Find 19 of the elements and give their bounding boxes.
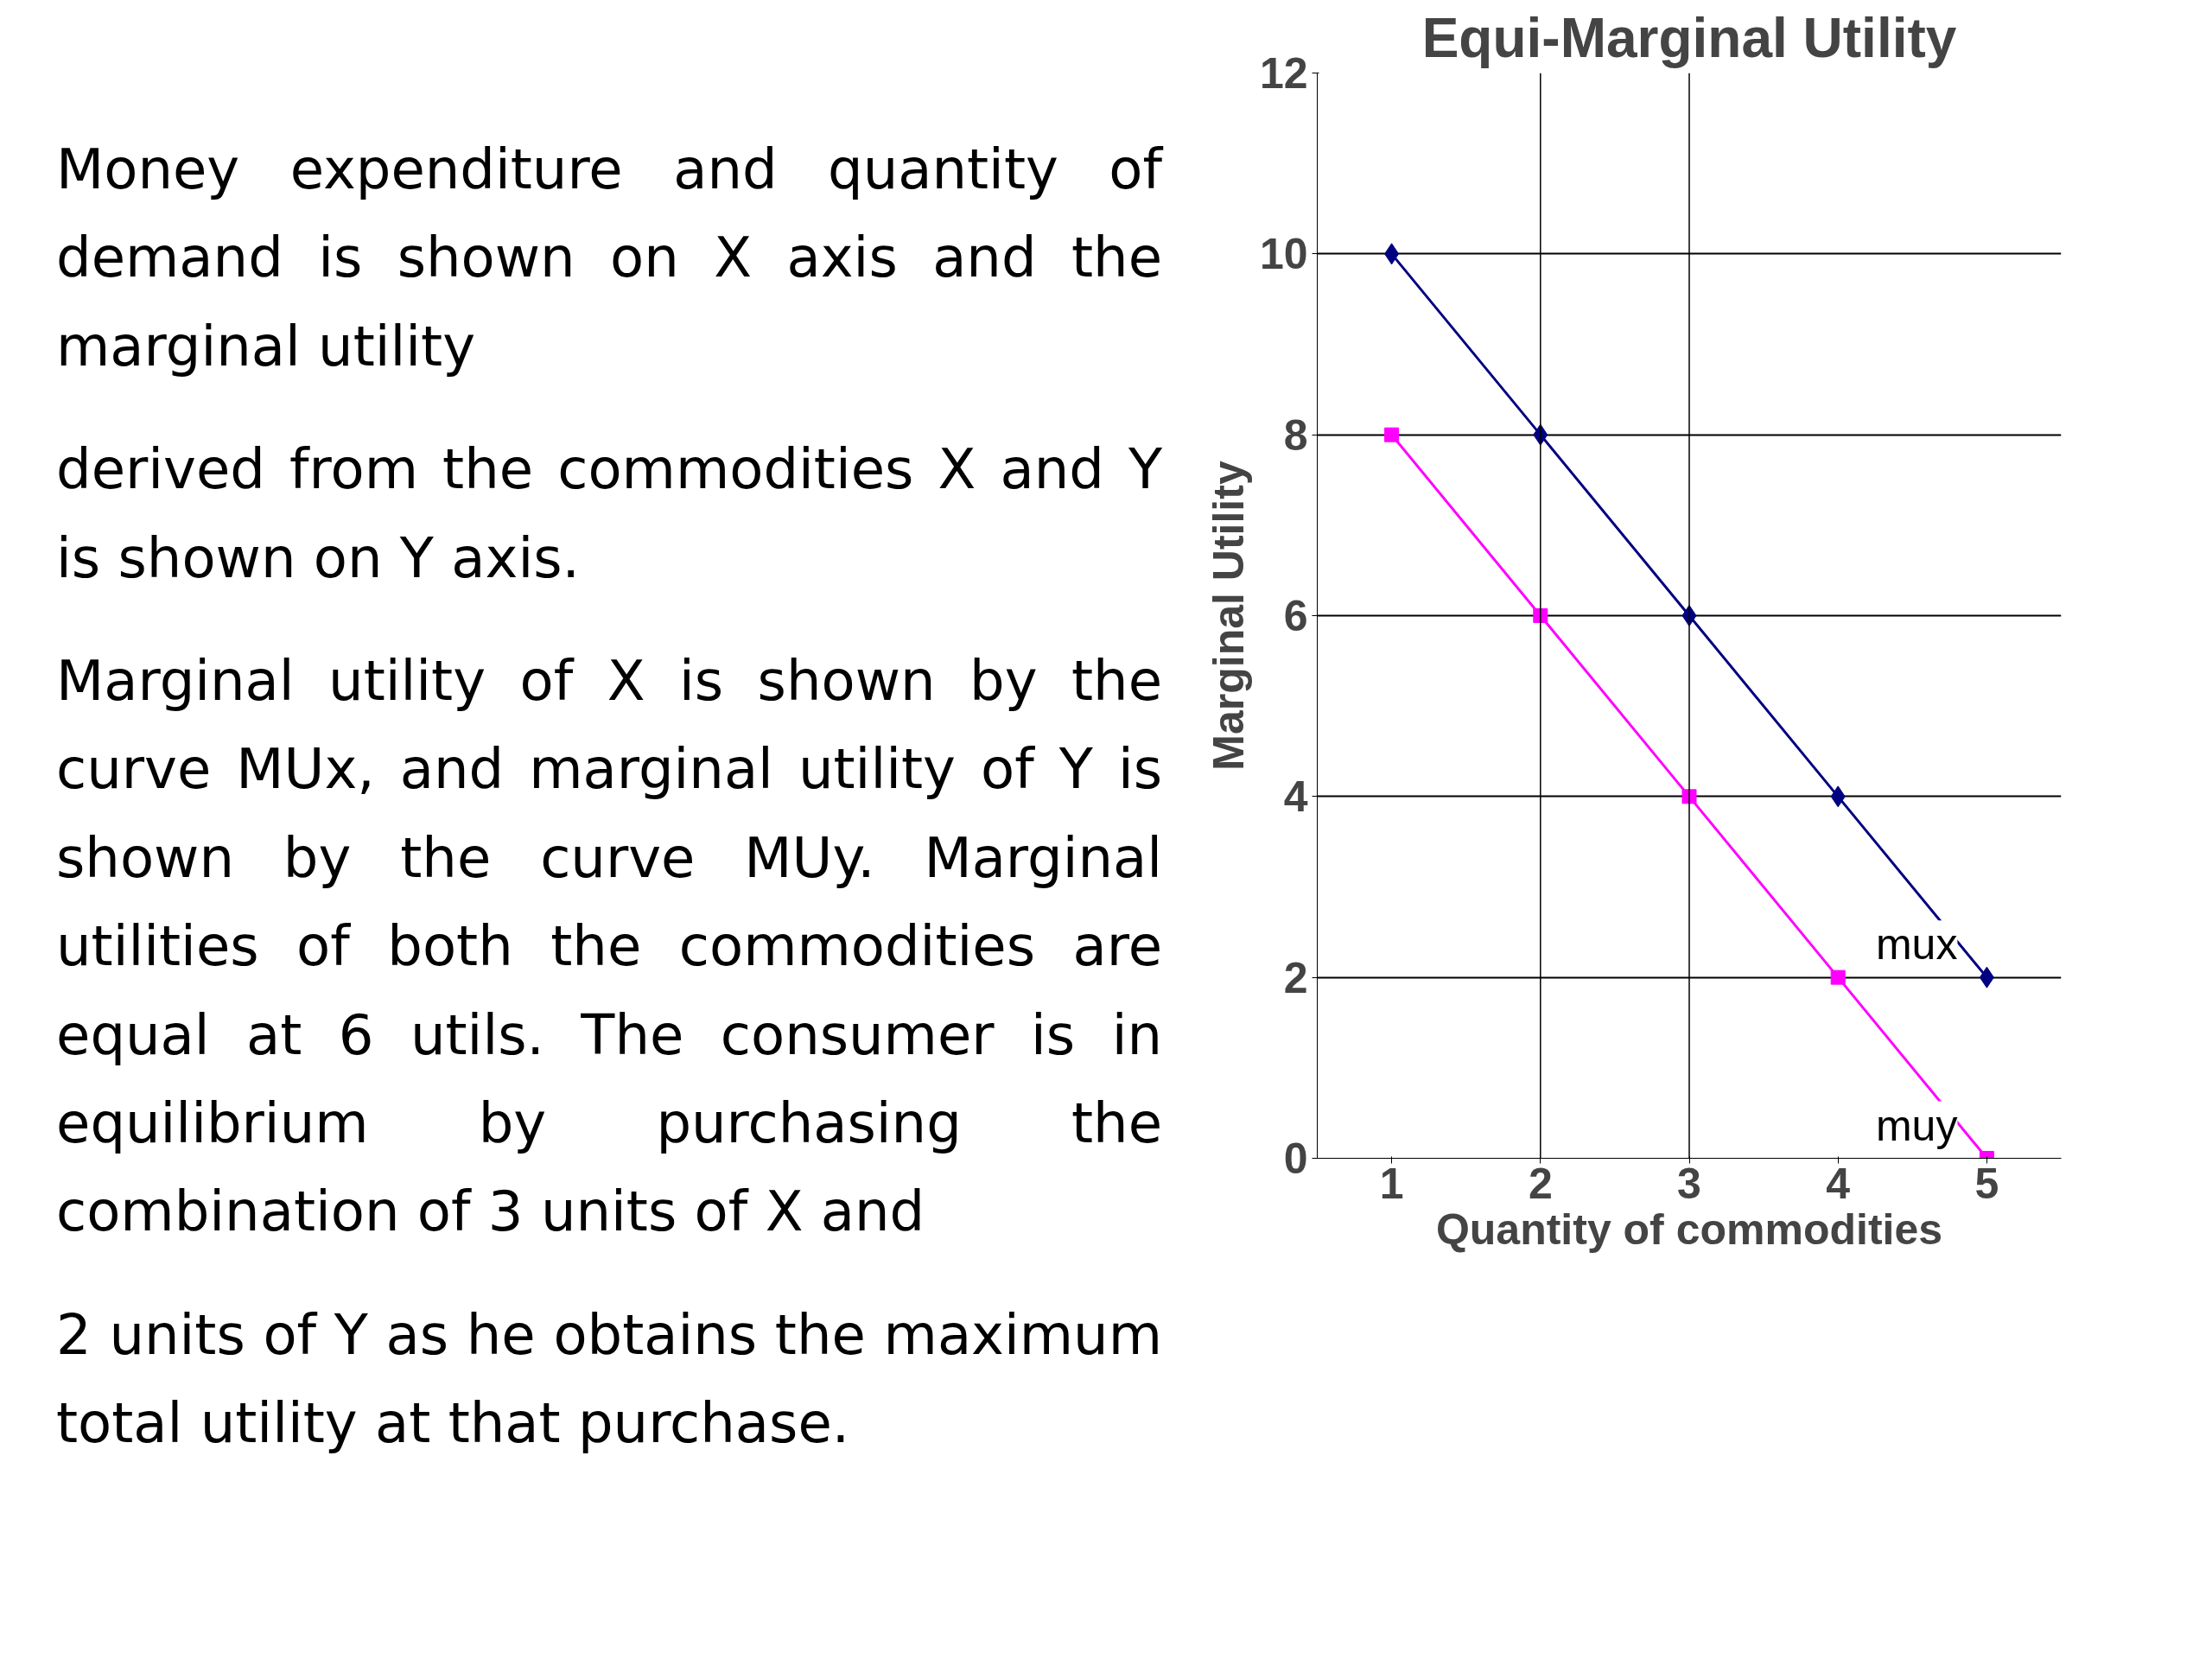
- y-tick-label: 6: [1283, 592, 1308, 640]
- y-tick-label: 4: [1283, 772, 1308, 822]
- text: 2 units of Y as he obtains the maximum total utility at that purchase.: [56, 1301, 1162, 1458]
- y-tick-label: 8: [1283, 410, 1308, 460]
- point: [1384, 427, 1400, 442]
- series-label: mux: [1875, 920, 1958, 969]
- y-axis-title: Marginal Utility: [1204, 461, 1253, 771]
- chart-title: Equi-Marginal Utility: [1421, 6, 1957, 69]
- text: Marginal utility of X is shown by the curve MUx, and marginal utility of Y is shown by the curve MUy. Marginal utilities of both the commodities are equal at 6 utils. The consumer is in equilibrium by purchasing the combination of 3 units of X and: [56, 647, 1162, 1246]
- text: Money expenditure and quantity of demand is shown on X axis and the marginal utility: [56, 137, 1162, 380]
- y-tick-label: 12: [1259, 49, 1308, 98]
- y-tick-label: 10: [1259, 230, 1308, 279]
- x-tick-label: 1: [1379, 1159, 1404, 1208]
- point: [1830, 969, 1846, 985]
- y-tick-label: 2: [1283, 953, 1308, 1002]
- x-tick-label: 5: [1974, 1159, 1999, 1208]
- y-tick-label: 0: [1283, 1135, 1308, 1183]
- series-label: muy: [1875, 1101, 1958, 1150]
- text: derived from the commodities X and Y is shown on Y axis.: [56, 436, 1162, 592]
